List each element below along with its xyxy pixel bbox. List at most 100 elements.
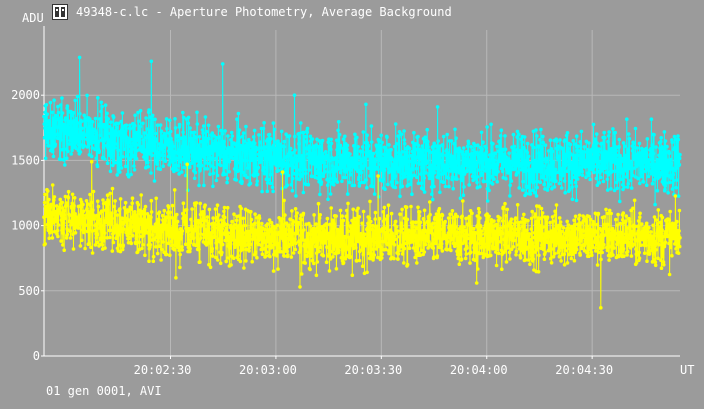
data-point [369,124,374,128]
data-point [84,199,89,203]
data-point [88,131,92,135]
data-point [441,226,446,231]
data-point [382,168,387,172]
data-point [72,204,76,208]
data-point [149,59,154,64]
data-point [91,208,95,212]
data-point [508,183,512,188]
data-point [59,103,63,107]
data-point [629,178,633,183]
data-point [308,243,313,247]
data-point [254,148,259,152]
data-point [76,143,81,147]
data-point [548,138,553,142]
data-point [605,188,610,192]
data-point [59,218,64,222]
data-point [225,176,230,181]
data-point [316,201,321,206]
data-point [375,224,379,229]
data-point [534,194,539,198]
data-point [341,260,346,265]
data-point [325,216,330,221]
data-point [356,206,360,211]
data-point [439,160,444,164]
data-point [352,144,356,148]
data-point [208,158,213,162]
data-point [412,173,417,177]
data-point [674,185,678,190]
data-point [548,220,552,225]
data-point [263,145,268,149]
data-point [631,173,635,178]
data-point [86,126,90,130]
data-point [143,151,148,156]
data-point [488,236,493,240]
data-point [121,243,125,247]
data-point [153,117,157,122]
data-point [210,131,215,135]
data-point [380,164,385,168]
data-point [306,155,311,160]
data-point [51,154,56,159]
data-point [564,162,569,167]
data-point [196,143,201,147]
data-point [394,225,399,229]
data-point [60,200,64,205]
data-point [308,224,313,228]
data-point [68,138,73,143]
data-point [59,115,64,119]
data-point [207,262,211,267]
data-point [190,231,195,236]
data-point [328,179,332,184]
data-point [125,216,129,221]
data-point [677,156,682,161]
data-point [481,140,485,144]
data-point [50,128,55,133]
data-point [543,143,548,147]
data-point [194,221,198,226]
data-point [274,249,279,253]
data-point [273,156,277,160]
data-point [425,234,429,239]
data-point [52,198,56,202]
data-point [224,259,228,264]
data-point [469,169,474,173]
data-point [445,132,450,137]
data-point [212,230,217,235]
data-point [259,160,263,164]
data-point [585,164,590,169]
data-point [182,220,186,224]
data-point [75,215,80,220]
data-point [189,150,193,154]
data-point [524,191,529,196]
data-point [492,237,497,241]
data-point [203,166,207,171]
data-point [348,238,352,242]
data-point [498,139,502,143]
data-point [360,221,364,226]
data-point [446,176,451,180]
data-point [241,247,245,251]
data-point [634,261,639,265]
data-point [232,223,237,227]
data-point [321,253,326,258]
data-point [214,238,219,243]
data-point [264,250,269,254]
data-point [220,242,225,247]
data-point [216,213,221,217]
data-point [322,233,327,238]
data-point [436,139,441,143]
data-point [139,134,143,139]
data-point [627,236,632,241]
data-point [80,238,84,243]
data-point [493,151,498,155]
data-point [182,165,186,170]
data-point [132,143,136,148]
data-point [336,128,340,133]
data-point [222,205,227,210]
data-point [396,166,400,171]
data-point [136,202,141,207]
data-point [586,238,591,243]
data-point [607,156,611,161]
data-point [644,146,648,151]
